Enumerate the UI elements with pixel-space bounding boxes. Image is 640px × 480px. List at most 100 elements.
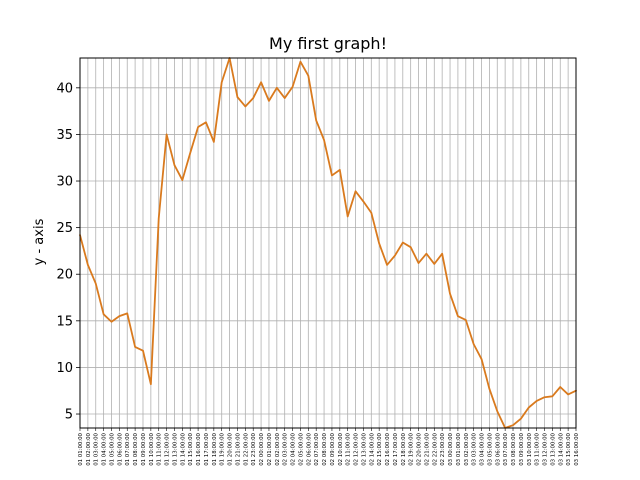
data-point [260, 81, 262, 83]
x-tick-label: 02 00:00:00 [259, 432, 265, 465]
data-point [488, 388, 490, 390]
data-point [189, 152, 191, 154]
data-point [126, 312, 128, 314]
data-point [221, 81, 223, 83]
x-tick-label: 01 17:00:00 [204, 432, 210, 465]
x-tick-label: 02 13:00:00 [361, 432, 367, 465]
x-tick-label: 03 00:00:00 [448, 432, 454, 465]
data-point [347, 215, 349, 218]
x-tick-label: 02 17:00:00 [393, 432, 399, 465]
series-layer [79, 57, 577, 429]
x-tick-label: 03 13:00:00 [550, 432, 556, 465]
data-point [441, 253, 443, 255]
data-point [110, 321, 113, 323]
data-point [480, 358, 483, 360]
grid [79, 58, 577, 428]
data-point [559, 386, 561, 388]
y-tick-label: 5 [65, 408, 73, 423]
data-point [520, 418, 522, 420]
y-tick-label: 25 [56, 221, 73, 236]
x-tick-label: 02 02:00:00 [275, 432, 281, 465]
data-point [394, 254, 396, 257]
x-tick-label: 03 07:00:00 [503, 432, 509, 465]
x-tick-label: 01 21:00:00 [235, 432, 241, 465]
x-tick-label: 02 10:00:00 [338, 432, 344, 465]
x-tick-label: 01 12:00:00 [165, 432, 171, 465]
x-tick-label: 01 05:00:00 [109, 432, 115, 465]
x-tick-label: 02 22:00:00 [432, 432, 438, 465]
x-tick-label: 02 14:00:00 [369, 432, 375, 465]
x-tick-label: 03 03:00:00 [472, 432, 478, 465]
y-tick-label: 10 [56, 361, 73, 376]
x-tick-label: 02 11:00:00 [346, 432, 352, 465]
data-point [386, 264, 388, 266]
y-tick-label: 35 [56, 128, 73, 143]
data-point [536, 400, 538, 402]
data-point [166, 133, 168, 136]
x-tick-label: 03 10:00:00 [527, 432, 533, 465]
x-tick-label: 02 16:00:00 [385, 432, 391, 465]
x-tick-label: 01 22:00:00 [243, 432, 249, 465]
x-tick-label: 01 06:00:00 [117, 432, 123, 465]
x-tick-label: 03 08:00:00 [511, 432, 517, 465]
data-point [268, 100, 270, 102]
x-tick-label: 03 05:00:00 [487, 432, 493, 465]
data-point [284, 97, 286, 99]
x-tick-label: 02 21:00:00 [424, 432, 430, 465]
data-point [425, 253, 428, 255]
data-point [150, 383, 152, 385]
data-point [118, 315, 120, 317]
data-point [205, 121, 207, 123]
x-tick-label: 03 02:00:00 [464, 432, 470, 465]
data-point [197, 126, 199, 128]
x-tick-label: 02 23:00:00 [440, 432, 446, 465]
x-tick-label: 01 09:00:00 [141, 432, 147, 465]
x-tick-label: 01 19:00:00 [220, 432, 226, 465]
data-point [181, 179, 183, 181]
x-tick-label: 01 13:00:00 [172, 432, 178, 465]
data-point [496, 410, 498, 412]
x-tick-label: 03 14:00:00 [558, 432, 564, 465]
x-tick-label: 03 12:00:00 [543, 432, 549, 465]
data-point [331, 174, 333, 177]
x-tick-label: 02 05:00:00 [298, 432, 304, 465]
data-point [543, 396, 546, 398]
x-tick-label: 03 01:00:00 [456, 432, 462, 465]
data-point [457, 315, 459, 317]
x-tick-label: 01 07:00:00 [125, 432, 131, 465]
data-point [417, 262, 420, 264]
data-point [95, 282, 97, 285]
x-tick-label: 01 14:00:00 [180, 432, 186, 465]
x-tick-label: 02 09:00:00 [330, 432, 336, 465]
data-point [378, 242, 380, 245]
data-point [433, 263, 435, 265]
y-tick-label: 20 [56, 268, 73, 283]
data-point [339, 169, 341, 171]
x-tick-label: 01 02:00:00 [86, 432, 92, 465]
data-point [362, 200, 365, 203]
x-tick-label: 02 12:00:00 [354, 432, 360, 465]
data-point [142, 350, 144, 352]
x-tick-label: 02 01:00:00 [267, 432, 273, 465]
chart-title: My first graph! [269, 34, 387, 53]
x-tick-label: 03 06:00:00 [495, 432, 501, 465]
x-tick-label: 01 10:00:00 [149, 432, 155, 465]
x-tick-label: 01 04:00:00 [102, 432, 108, 465]
data-point [512, 424, 514, 426]
y-tick-label: 15 [56, 314, 73, 329]
x-tick-label: 01 11:00:00 [157, 432, 163, 465]
x-tick-label: 01 18:00:00 [212, 432, 218, 465]
x-tick-label: 02 03:00:00 [283, 432, 289, 465]
x-tick-label: 01 23:00:00 [251, 432, 257, 465]
y-axis-label: y - axis [32, 218, 47, 265]
y-tick-label: 40 [56, 81, 73, 96]
data-point [244, 105, 246, 108]
data-point [213, 141, 215, 143]
x-tick-label: 02 06:00:00 [306, 432, 312, 465]
data-point [528, 406, 530, 409]
x-tick-label: 01 03:00:00 [94, 432, 100, 465]
y-axis: 5 10 15 20 25 30 35 40 [56, 81, 80, 423]
x-tick-label: 01 15:00:00 [188, 432, 194, 465]
data-point [354, 190, 357, 192]
data-point [299, 61, 302, 63]
